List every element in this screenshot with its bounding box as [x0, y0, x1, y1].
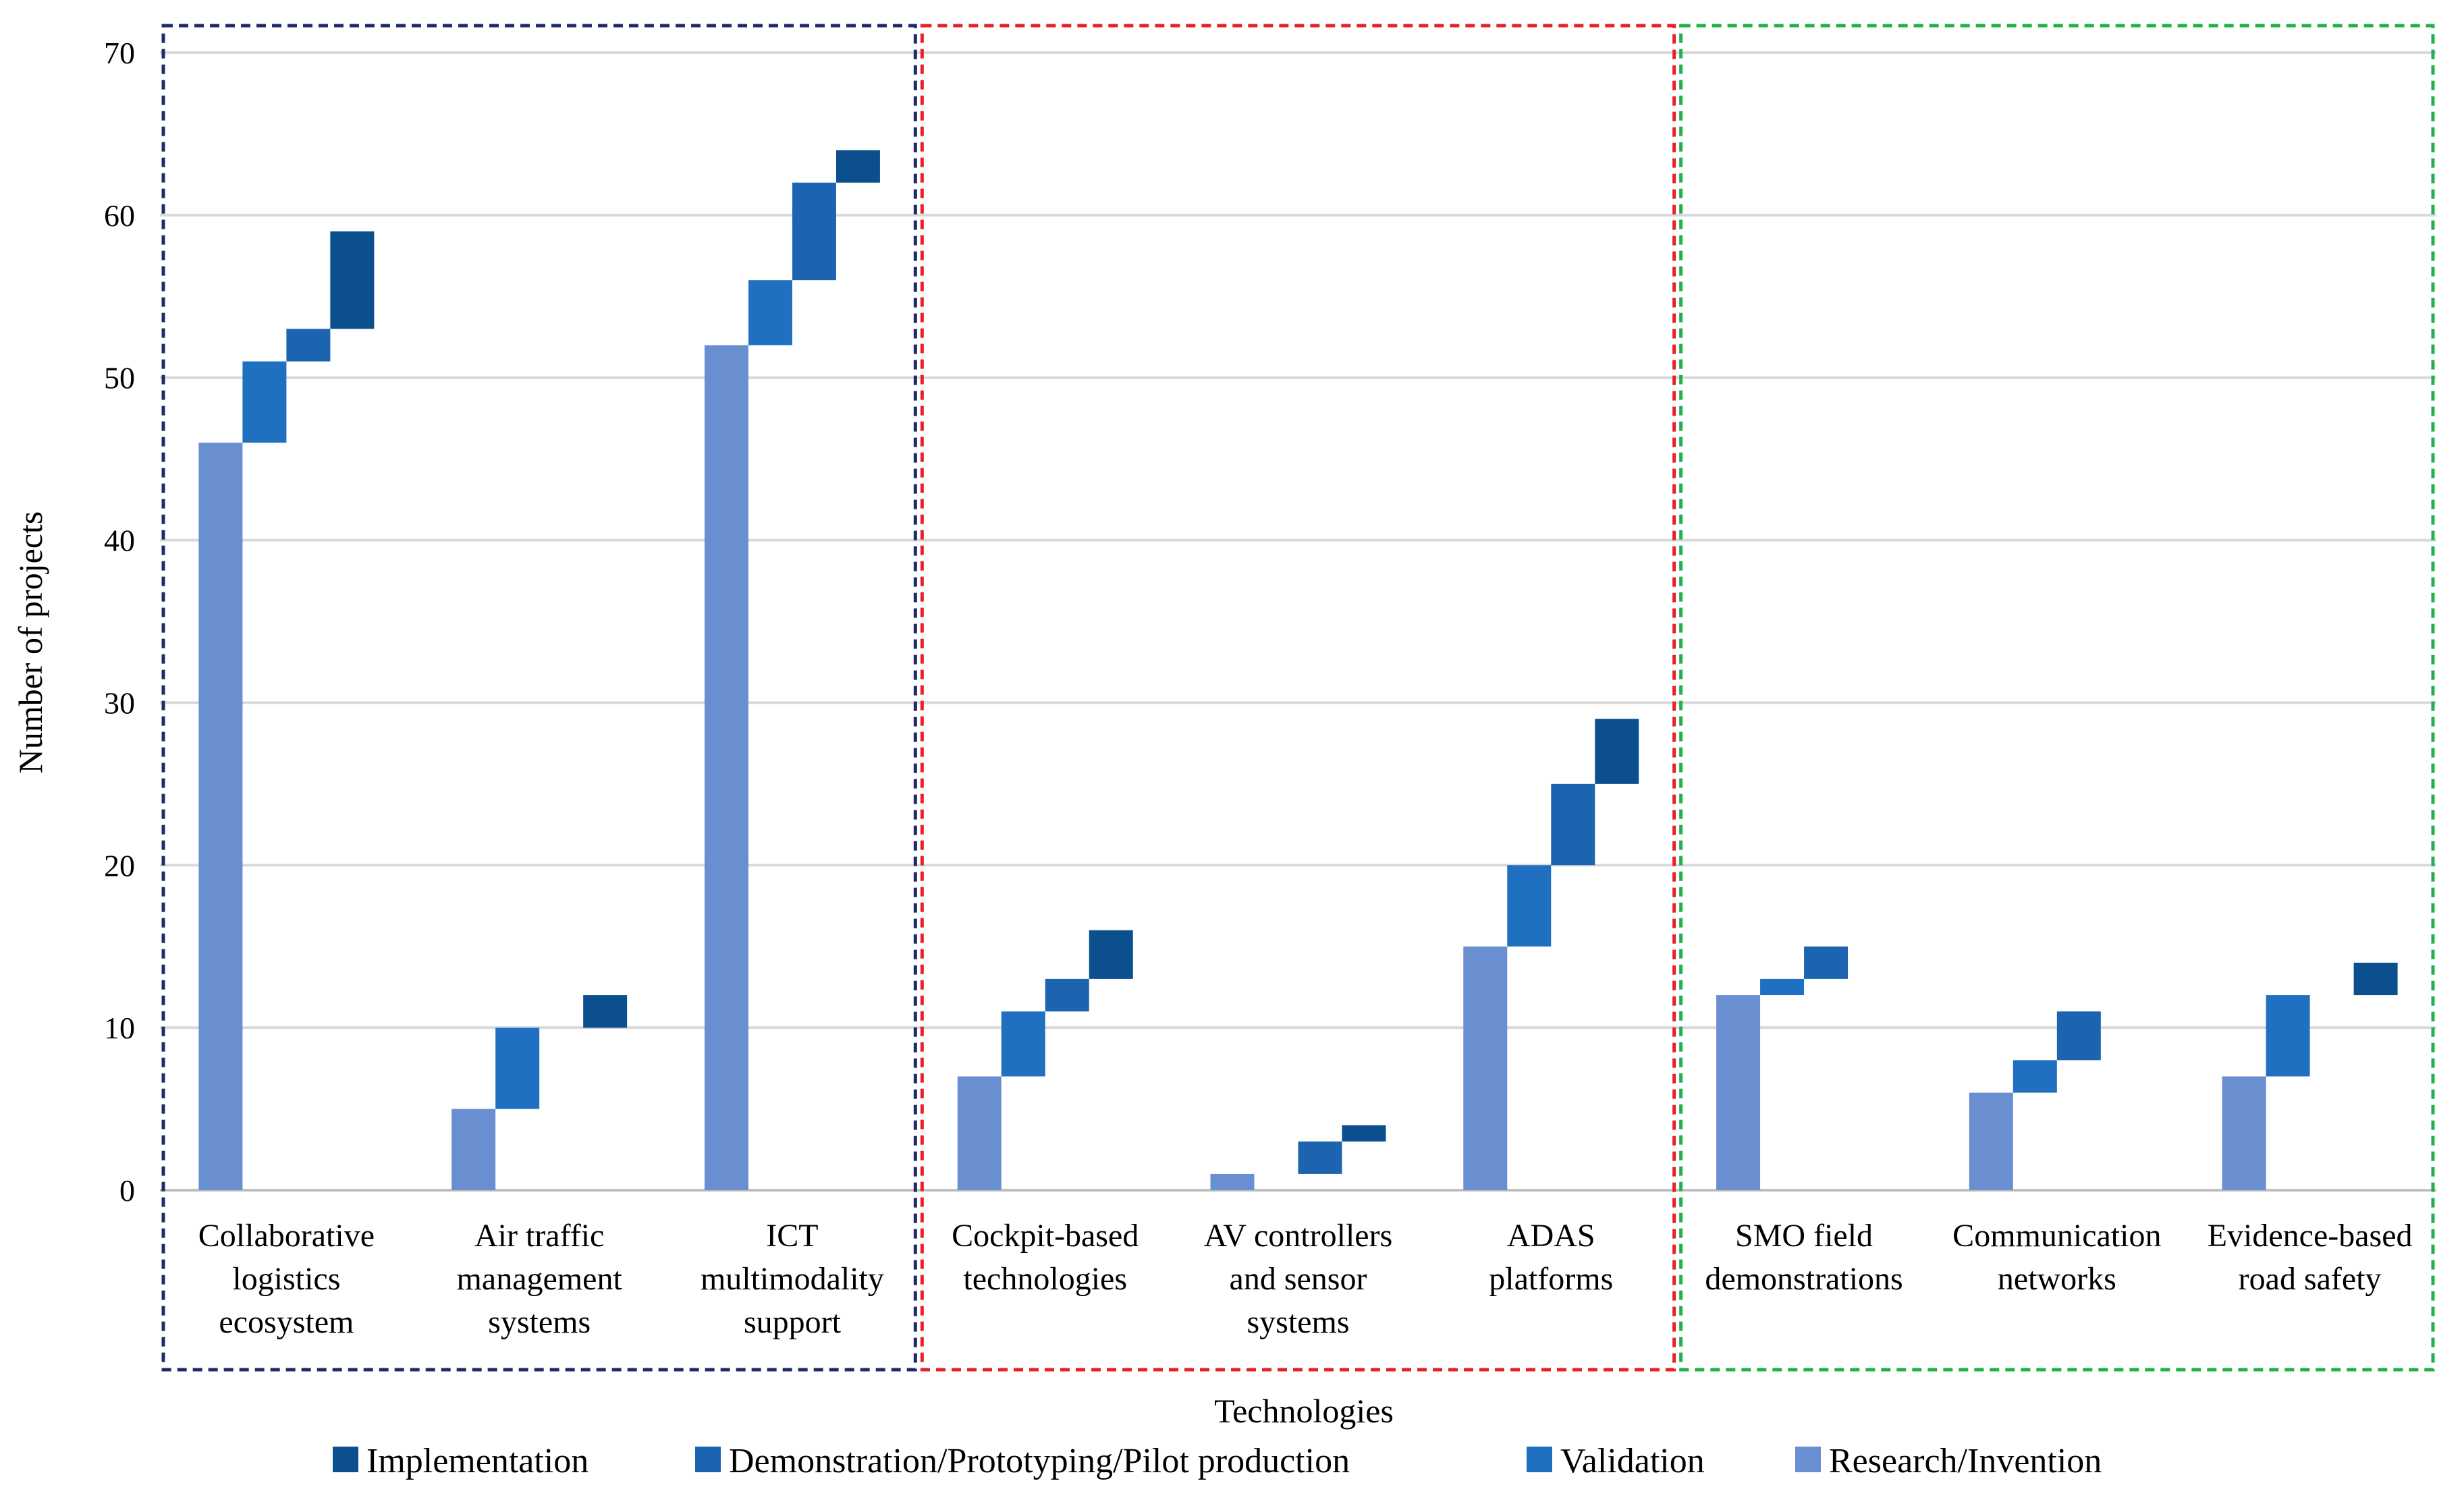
y-tick-label: 60	[104, 198, 135, 233]
bar-implementation-5	[1595, 719, 1639, 784]
bar-validation-7	[2013, 1060, 2057, 1093]
bar-validation-2	[748, 280, 792, 345]
bar-research-invention-0	[198, 443, 243, 1190]
bar-research-invention-7	[1969, 1092, 2013, 1190]
category-label: AV controllers and sensor systems	[1204, 1218, 1393, 1340]
bar-validation-3	[1001, 1011, 1045, 1077]
bar-validation-5	[1507, 865, 1552, 947]
group-box-2	[920, 24, 1676, 1372]
bar-demonstration-prototyping-pilot-production-4	[1298, 1141, 1342, 1174]
bar-research-invention-1	[451, 1109, 496, 1190]
y-tick-label: 50	[104, 361, 135, 395]
y-tick-label: 0	[119, 1173, 135, 1208]
bar-validation-1	[495, 1028, 540, 1109]
bar-implementation-1	[583, 995, 628, 1028]
bar-research-invention-3	[957, 1076, 1002, 1190]
bar-implementation-8	[2353, 962, 2398, 995]
bar-demonstration-prototyping-pilot-production-0	[286, 329, 331, 362]
y-tick-label: 70	[104, 36, 135, 70]
legend-swatch	[1527, 1447, 1552, 1472]
bar-implementation-3	[1089, 930, 1133, 979]
category-label: ICT multimodality support	[701, 1218, 884, 1340]
bar-demonstration-prototyping-pilot-production-2	[792, 182, 836, 281]
legend-label: Demonstration/Prototyping/Pilot producti…	[729, 1442, 1350, 1480]
legend-swatch	[1795, 1447, 1821, 1472]
x-axis-title: Technologies	[1214, 1392, 1394, 1430]
bar-research-invention-2	[704, 345, 748, 1190]
group-box-3	[1679, 24, 2435, 1372]
bar-research-invention-8	[2222, 1076, 2266, 1190]
y-axis-title: Number of projects	[11, 511, 49, 774]
category-label: Communication networks	[1952, 1218, 2161, 1297]
y-tick-label: 30	[104, 686, 135, 720]
bar-demonstration-prototyping-pilot-production-5	[1551, 783, 1595, 866]
legend-label: Implementation	[366, 1442, 588, 1480]
legend-swatch	[695, 1447, 721, 1472]
bar-research-invention-6	[1716, 995, 1761, 1190]
bar-demonstration-prototyping-pilot-production-7	[2056, 1011, 2101, 1061]
y-tick-label: 40	[104, 524, 135, 558]
bar-validation-8	[2266, 995, 2310, 1077]
category-label: SMO field demonstrations	[1705, 1218, 1902, 1297]
bar-demonstration-prototyping-pilot-production-3	[1045, 978, 1089, 1012]
bar-research-invention-5	[1463, 946, 1508, 1190]
bar-demonstration-prototyping-pilot-production-6	[1804, 946, 1849, 979]
bars	[198, 150, 2398, 1190]
bar-implementation-4	[1342, 1125, 1386, 1142]
category-label: Air traffic management systems	[457, 1218, 623, 1340]
category-label: Evidence-based road safety	[2208, 1218, 2413, 1297]
bar-implementation-2	[836, 150, 880, 183]
legend: Implementation Demonstration/Prototyping/…	[333, 1442, 2102, 1480]
bar-implementation-0	[330, 231, 375, 329]
category-labels: Collaborative logistics ecosystem Air traff…	[198, 1218, 2413, 1340]
category-label: Collaborative logistics ecosystem	[198, 1218, 375, 1340]
y-tick-label: 20	[104, 848, 135, 883]
legend-swatch	[333, 1447, 358, 1472]
category-label: ADAS platforms	[1489, 1218, 1613, 1297]
group-box-1	[161, 24, 917, 1372]
y-tick-labels: 0 10 20 30 40 50 60 70	[104, 36, 135, 1208]
bar-validation-6	[1760, 978, 1805, 995]
legend-label: Validation	[1560, 1442, 1705, 1480]
bar-validation-0	[242, 361, 287, 443]
y-tick-label: 10	[104, 1011, 135, 1045]
category-label: Cockpit-based technologies	[952, 1218, 1139, 1297]
bar-research-invention-4	[1210, 1173, 1255, 1190]
legend-label: Research/Invention	[1829, 1442, 2102, 1480]
group-boxes	[161, 24, 2435, 1372]
